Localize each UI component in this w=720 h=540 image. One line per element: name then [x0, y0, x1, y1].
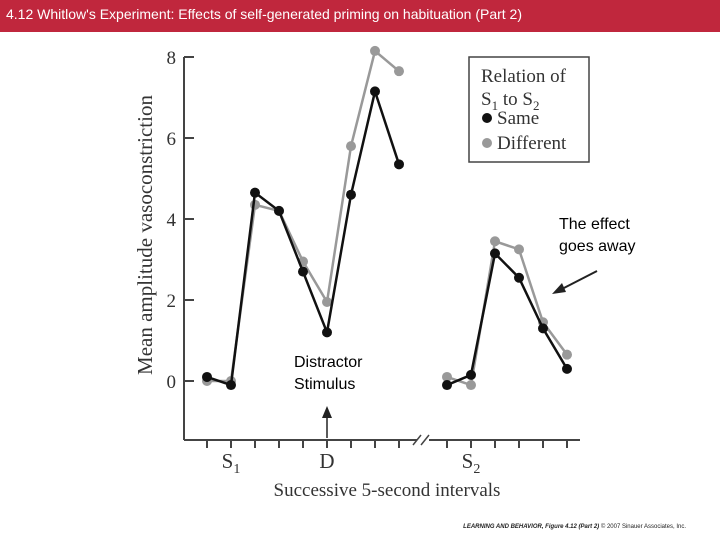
y-tick-label: 6 [167, 129, 177, 150]
legend-box [468, 56, 590, 163]
data-point [514, 244, 524, 255]
distractor-arrow-head [322, 406, 332, 418]
data-point [346, 141, 356, 152]
series-line [206, 86, 401, 387]
data-point [250, 187, 260, 198]
data-point [394, 159, 404, 170]
data-point [226, 380, 236, 391]
x-tick-label: D [319, 449, 334, 473]
effect-goes-away-note: The effect goes away [559, 216, 636, 255]
data-point [394, 66, 404, 77]
x-tick-label: S1 [222, 449, 241, 477]
series-line [207, 48, 400, 383]
data-point [562, 363, 572, 374]
legend-title-line1: Relation of [481, 66, 567, 87]
slide-title: 4.12 Whitlow's Experiment: Effects of se… [6, 6, 523, 22]
data-point [466, 369, 476, 380]
axis-break-mark [412, 434, 422, 446]
legend-label-same: Same [497, 108, 539, 129]
y-axis-label: Mean amplitude vasoconstriction [133, 95, 157, 375]
data-point [490, 248, 500, 259]
data-point [514, 272, 524, 283]
legend-title-line2: S1 to S2 [481, 89, 539, 113]
x-axis-label: Successive 5-second intervals [274, 480, 501, 501]
data-point [562, 349, 572, 360]
data-point [346, 189, 356, 200]
title-bar: 4.12 Whitlow's Experiment: Effects of se… [0, 0, 720, 32]
y-tick-label: 2 [167, 291, 177, 312]
figure-credit: LEARNING AND BEHAVIOR, Figure 4.12 (Part… [463, 524, 686, 530]
data-point [538, 323, 548, 334]
effect-arrow-head [552, 283, 566, 294]
data-point [322, 327, 332, 338]
distractor-stimulus-note: Distractor Stimulus [294, 354, 363, 393]
y-tick-label: 8 [167, 48, 177, 69]
data-point [298, 266, 308, 277]
credit-copyright: © 2007 Sinauer Associates, Inc. [600, 524, 686, 530]
data-point [274, 205, 284, 216]
data-point [490, 236, 500, 247]
series-line [446, 239, 569, 387]
effect-arrow-shaft [559, 270, 598, 291]
x-tick-label: S2 [462, 449, 481, 477]
data-point [370, 86, 380, 97]
data-point [370, 45, 380, 56]
y-tick-label: 0 [167, 372, 177, 393]
data-point [322, 297, 332, 308]
data-point [466, 380, 476, 391]
legend-marker-same [482, 113, 492, 123]
data-point [442, 380, 452, 391]
series-same [202, 86, 572, 391]
legend-label-different: Different [497, 133, 567, 154]
legend-marker-different [482, 138, 492, 148]
series-layer [202, 45, 572, 391]
annotation-arrows [322, 270, 598, 438]
axis-break-mark [420, 434, 430, 446]
data-point [202, 371, 212, 382]
y-tick-label: 4 [167, 210, 177, 231]
series-line [446, 250, 569, 387]
data-point [442, 371, 452, 382]
credit-book: LEARNING AND BEHAVIOR, Figure 4.12 (Part… [463, 524, 600, 530]
